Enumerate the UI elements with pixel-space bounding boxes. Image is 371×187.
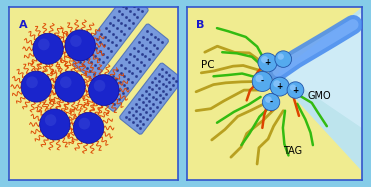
Text: A: A	[19, 19, 28, 30]
Circle shape	[73, 112, 104, 143]
Circle shape	[261, 56, 268, 63]
Circle shape	[275, 51, 292, 67]
Circle shape	[278, 53, 284, 60]
Text: +: +	[292, 86, 299, 95]
Circle shape	[79, 118, 90, 129]
Text: -: -	[261, 77, 264, 86]
Circle shape	[262, 94, 280, 111]
Polygon shape	[275, 7, 362, 171]
Text: GMO: GMO	[308, 91, 331, 101]
Circle shape	[70, 35, 82, 47]
Circle shape	[287, 82, 304, 98]
FancyBboxPatch shape	[93, 24, 168, 111]
Circle shape	[270, 77, 289, 96]
Text: +: +	[277, 82, 283, 91]
Circle shape	[21, 71, 52, 102]
Circle shape	[40, 109, 70, 140]
Circle shape	[45, 114, 56, 126]
FancyBboxPatch shape	[73, 0, 148, 80]
Circle shape	[65, 30, 95, 61]
Text: PC: PC	[201, 60, 215, 70]
Text: B: B	[196, 19, 204, 30]
Circle shape	[33, 33, 63, 64]
Polygon shape	[278, 13, 362, 128]
Circle shape	[55, 71, 85, 102]
Circle shape	[26, 76, 38, 88]
Circle shape	[290, 85, 296, 91]
Circle shape	[60, 76, 72, 88]
Circle shape	[265, 96, 272, 103]
Text: +: +	[265, 58, 271, 67]
Text: -: -	[269, 98, 273, 107]
Circle shape	[256, 75, 263, 82]
Circle shape	[94, 80, 105, 92]
FancyBboxPatch shape	[120, 63, 183, 134]
Circle shape	[38, 39, 50, 50]
Circle shape	[89, 75, 119, 105]
Text: TAG: TAG	[283, 146, 302, 156]
Circle shape	[252, 71, 272, 91]
Circle shape	[273, 80, 280, 87]
Circle shape	[258, 53, 277, 72]
